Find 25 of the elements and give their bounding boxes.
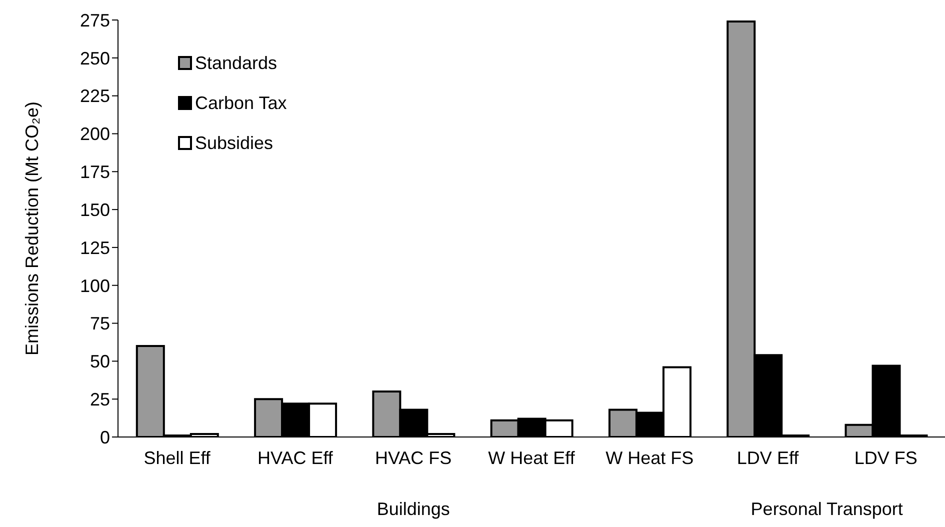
legend-label: Carbon Tax — [195, 92, 287, 114]
y-tick-label: 0 — [100, 427, 110, 448]
x-tick-label: W Heat FS — [606, 448, 694, 468]
y-tick-label: 75 — [90, 314, 110, 334]
x-tick-label: LDV Eff — [736, 448, 800, 468]
y-axis-title: Emissions Reduction (Mt CO₂e) — [22, 101, 42, 356]
text: Buildings — [376, 498, 451, 520]
y-tick-label: 200 — [80, 124, 110, 144]
y-tick-label: 250 — [80, 48, 110, 68]
x-tick-label: HVAC FS — [375, 448, 452, 468]
y-tick-label: 50 — [90, 352, 110, 372]
text: Personal Transport — [750, 498, 904, 520]
y-tick-label: 25 — [90, 389, 110, 410]
x-tick-label: W Heat Eff — [488, 448, 576, 468]
y-tick-label: 225 — [80, 86, 110, 106]
y-tick-label: 175 — [80, 162, 110, 182]
y-tick-label: 125 — [80, 238, 110, 258]
x-tick-label: Shell Eff — [144, 448, 212, 468]
y-tick-label: 275 — [80, 10, 110, 30]
x-tick-label: LDV FS — [854, 448, 918, 468]
x-tick-label: HVAC Eff — [258, 448, 334, 468]
y-tick-label: 150 — [80, 200, 110, 220]
legend-label: Standards — [195, 52, 278, 74]
y-tick-label: 100 — [80, 276, 110, 296]
legend-label: Subsidies — [195, 132, 274, 154]
